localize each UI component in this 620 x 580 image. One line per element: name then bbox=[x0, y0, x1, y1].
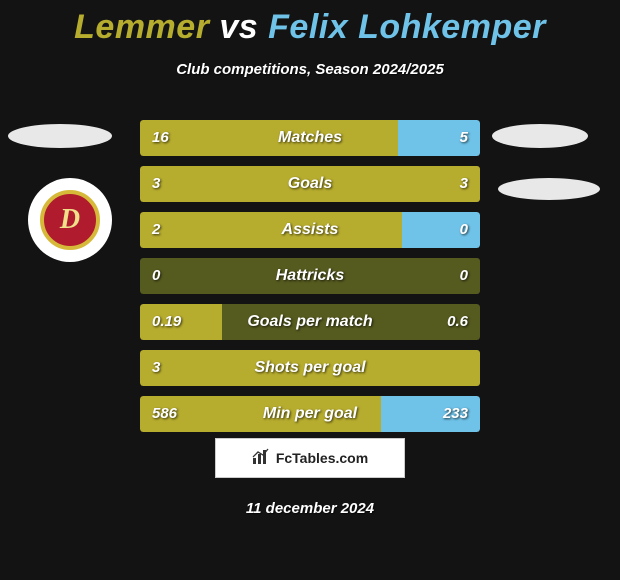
stat-row: 00Hattricks bbox=[140, 258, 480, 294]
vs-label: vs bbox=[219, 8, 258, 46]
comparison-title: Lemmer vs Felix Lohkemper bbox=[0, 0, 620, 47]
stat-label: Goals bbox=[140, 166, 480, 202]
stat-label: Shots per goal bbox=[140, 350, 480, 386]
player1-name: Lemmer bbox=[74, 8, 209, 46]
attribution-text: FcTables.com bbox=[276, 450, 368, 466]
player2-name: Felix Lohkemper bbox=[268, 8, 546, 46]
stat-row: 3Shots per goal bbox=[140, 350, 480, 386]
club-badge-letter: D bbox=[40, 190, 100, 250]
placeholder-ellipse bbox=[492, 124, 588, 148]
placeholder-ellipse bbox=[498, 178, 600, 200]
stat-label: Hattricks bbox=[140, 258, 480, 294]
stat-row: 33Goals bbox=[140, 166, 480, 202]
subtitle: Club competitions, Season 2024/2025 bbox=[0, 61, 620, 78]
stat-row: 586233Min per goal bbox=[140, 396, 480, 432]
chart-icon bbox=[252, 447, 270, 470]
stat-label: Assists bbox=[140, 212, 480, 248]
stat-row: 20Assists bbox=[140, 212, 480, 248]
stats-chart: 165Matches 33Goals 20Assists 00Hattricks 0.1… bbox=[140, 120, 480, 442]
stat-row: 0.190.6Goals per match bbox=[140, 304, 480, 340]
club-badge: D bbox=[28, 178, 112, 262]
date-label: 11 december 2024 bbox=[0, 500, 620, 517]
stat-label: Goals per match bbox=[140, 304, 480, 340]
attribution-box: FcTables.com bbox=[215, 438, 405, 478]
stat-row: 165Matches bbox=[140, 120, 480, 156]
stat-label: Matches bbox=[140, 120, 480, 156]
placeholder-ellipse bbox=[8, 124, 112, 148]
stat-label: Min per goal bbox=[140, 396, 480, 432]
